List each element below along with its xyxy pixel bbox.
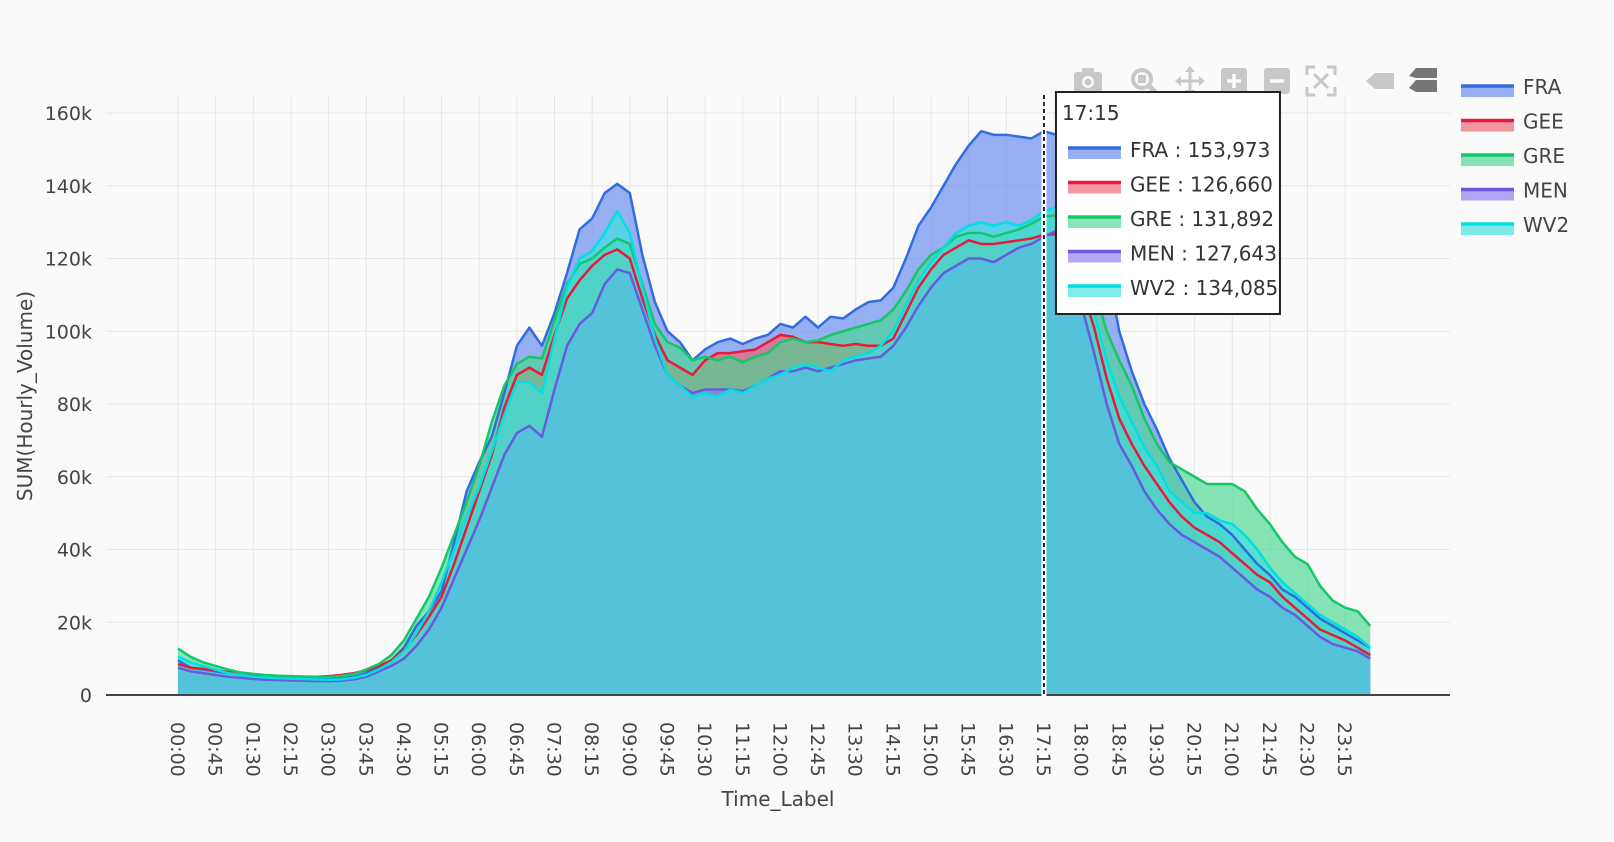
legend-label: MEN [1523,179,1568,203]
y-tick-label: 120k [45,249,92,271]
y-tick-label: 40k [57,540,92,562]
legend-label: WV2 [1523,213,1569,237]
x-tick-label: 12:45 [806,722,828,777]
x-tick-label: 18:00 [1070,722,1092,777]
y-tick-label: 60k [57,467,92,489]
series-line-wv2[interactable] [177,206,1372,681]
x-tick-label: 07:30 [543,722,565,777]
x-tick-label: 19:30 [1145,722,1167,777]
x-tick-label: 00:00 [166,722,188,777]
tooltip-swatch [1067,182,1121,194]
legend-item-men[interactable]: MEN [1461,179,1568,203]
x-tick-label: 09:00 [618,722,640,777]
y-axis-title: SUM(Hourly_Volume) [13,291,37,501]
tooltip-row-fra: FRA : 153,973 [1130,138,1270,162]
hover-tooltip [1054,91,1281,315]
camera-icon[interactable]: Download plot as a png [1074,68,1102,92]
x-tick-label: 15:45 [957,722,979,777]
zoom-icon[interactable]: Zoom [1131,68,1159,96]
tooltip-swatch [1067,251,1121,263]
x-tick-label: 02:15 [279,722,301,777]
zoom-out-icon[interactable]: Zoom out [1264,68,1290,94]
y-tick-label: 160k [45,103,92,125]
legend-swatch [1461,86,1514,97]
series-line-gee[interactable] [177,233,1371,679]
x-tick-label: 00:45 [204,722,226,777]
tooltip-row-gre: GRE : 131,892 [1130,207,1274,231]
modebar: Download plot as a png Zoom Pan Zoom in Zoom… [1074,65,1437,97]
legend-label: GRE [1523,144,1565,168]
x-tick-label: 06:00 [467,722,489,777]
x-tick-label: 13:30 [844,722,866,777]
x-tick-label: 23:15 [1333,722,1355,777]
x-tick-label: 12:00 [768,722,790,777]
legend-swatch [1461,189,1514,201]
y-tick-label: 20k [57,612,92,634]
tooltip-row-wv2: WV2 : 134,085 [1130,276,1278,300]
y-tick-label: 140k [45,176,92,198]
zoom-in-icon[interactable]: Zoom in [1221,68,1247,94]
spike-line-icon[interactable]: Show closest data on hover [1366,73,1394,89]
x-tick-label: 05:15 [430,722,452,777]
tooltip-swatch [1067,217,1121,228]
plot-areas [177,129,1372,696]
legend-swatch [1461,155,1514,166]
pan-icon[interactable]: Pan [1175,66,1205,96]
x-tick-label: 14:15 [881,722,903,777]
legend-swatch [1461,120,1514,132]
compare-icon[interactable]: Compare data on hover [1409,68,1437,92]
legend-item-gee[interactable]: GEE [1461,110,1564,134]
legend: FRA GEE GRE MEN WV2 [1461,75,1569,237]
autoscale-icon[interactable]: Autoscale [1305,65,1337,97]
x-tick-label: 22:30 [1296,722,1318,777]
x-tick-label: 03:00 [317,722,339,777]
y-tick-label: 0 [80,685,92,707]
x-axis-title: Time_Label [721,787,835,811]
hover-layer: 17:15 FRA : 153,973 GEE : 126,660 GRE : 131… [1041,91,1281,697]
x-tick-label: 10:30 [693,722,715,777]
x-tick-label: 06:45 [505,722,527,777]
axes: 0 20k 40k 60k 80k 100k 120k 140k 160k 00:00 00:45 0… [13,103,1450,811]
legend-item-fra[interactable]: FRA [1461,75,1562,99]
tooltip-swatch [1067,286,1121,297]
legend-item-wv2[interactable]: WV2 [1461,213,1569,237]
tooltip-title: 17:15 [1062,101,1120,125]
x-tick-label: 04:30 [392,722,414,777]
series-line-men[interactable] [177,229,1371,683]
area-fill-wv2[interactable] [178,207,1371,695]
x-tick-label: 21:45 [1258,722,1280,777]
y-tick-label: 80k [57,394,92,416]
legend-item-gre[interactable]: GRE [1461,144,1565,168]
x-tick-label: 09:45 [655,722,677,777]
tooltip-row-men: MEN : 127,643 [1130,242,1277,266]
x-tick-label: 08:15 [580,722,602,777]
tooltip-swatch [1067,148,1121,159]
x-tick-label: 16:30 [994,722,1016,777]
legend-swatch [1461,224,1514,235]
legend-label: GEE [1523,110,1564,134]
series-line-gre[interactable] [177,213,1372,679]
x-tick-label: 21:00 [1220,722,1242,777]
legend-label: FRA [1523,75,1562,99]
tooltip-row-gee: GEE : 126,660 [1130,173,1273,197]
x-tick-label: 17:15 [1032,722,1054,777]
x-tick-label: 20:15 [1183,722,1205,777]
x-tick-label: 01:30 [241,722,263,777]
x-tick-label: 18:45 [1107,722,1129,777]
x-tick-label: 03:45 [354,722,376,777]
x-tick-label: 11:15 [731,722,753,777]
x-tick-label: 15:00 [919,722,941,777]
y-tick-label: 100k [45,321,92,343]
